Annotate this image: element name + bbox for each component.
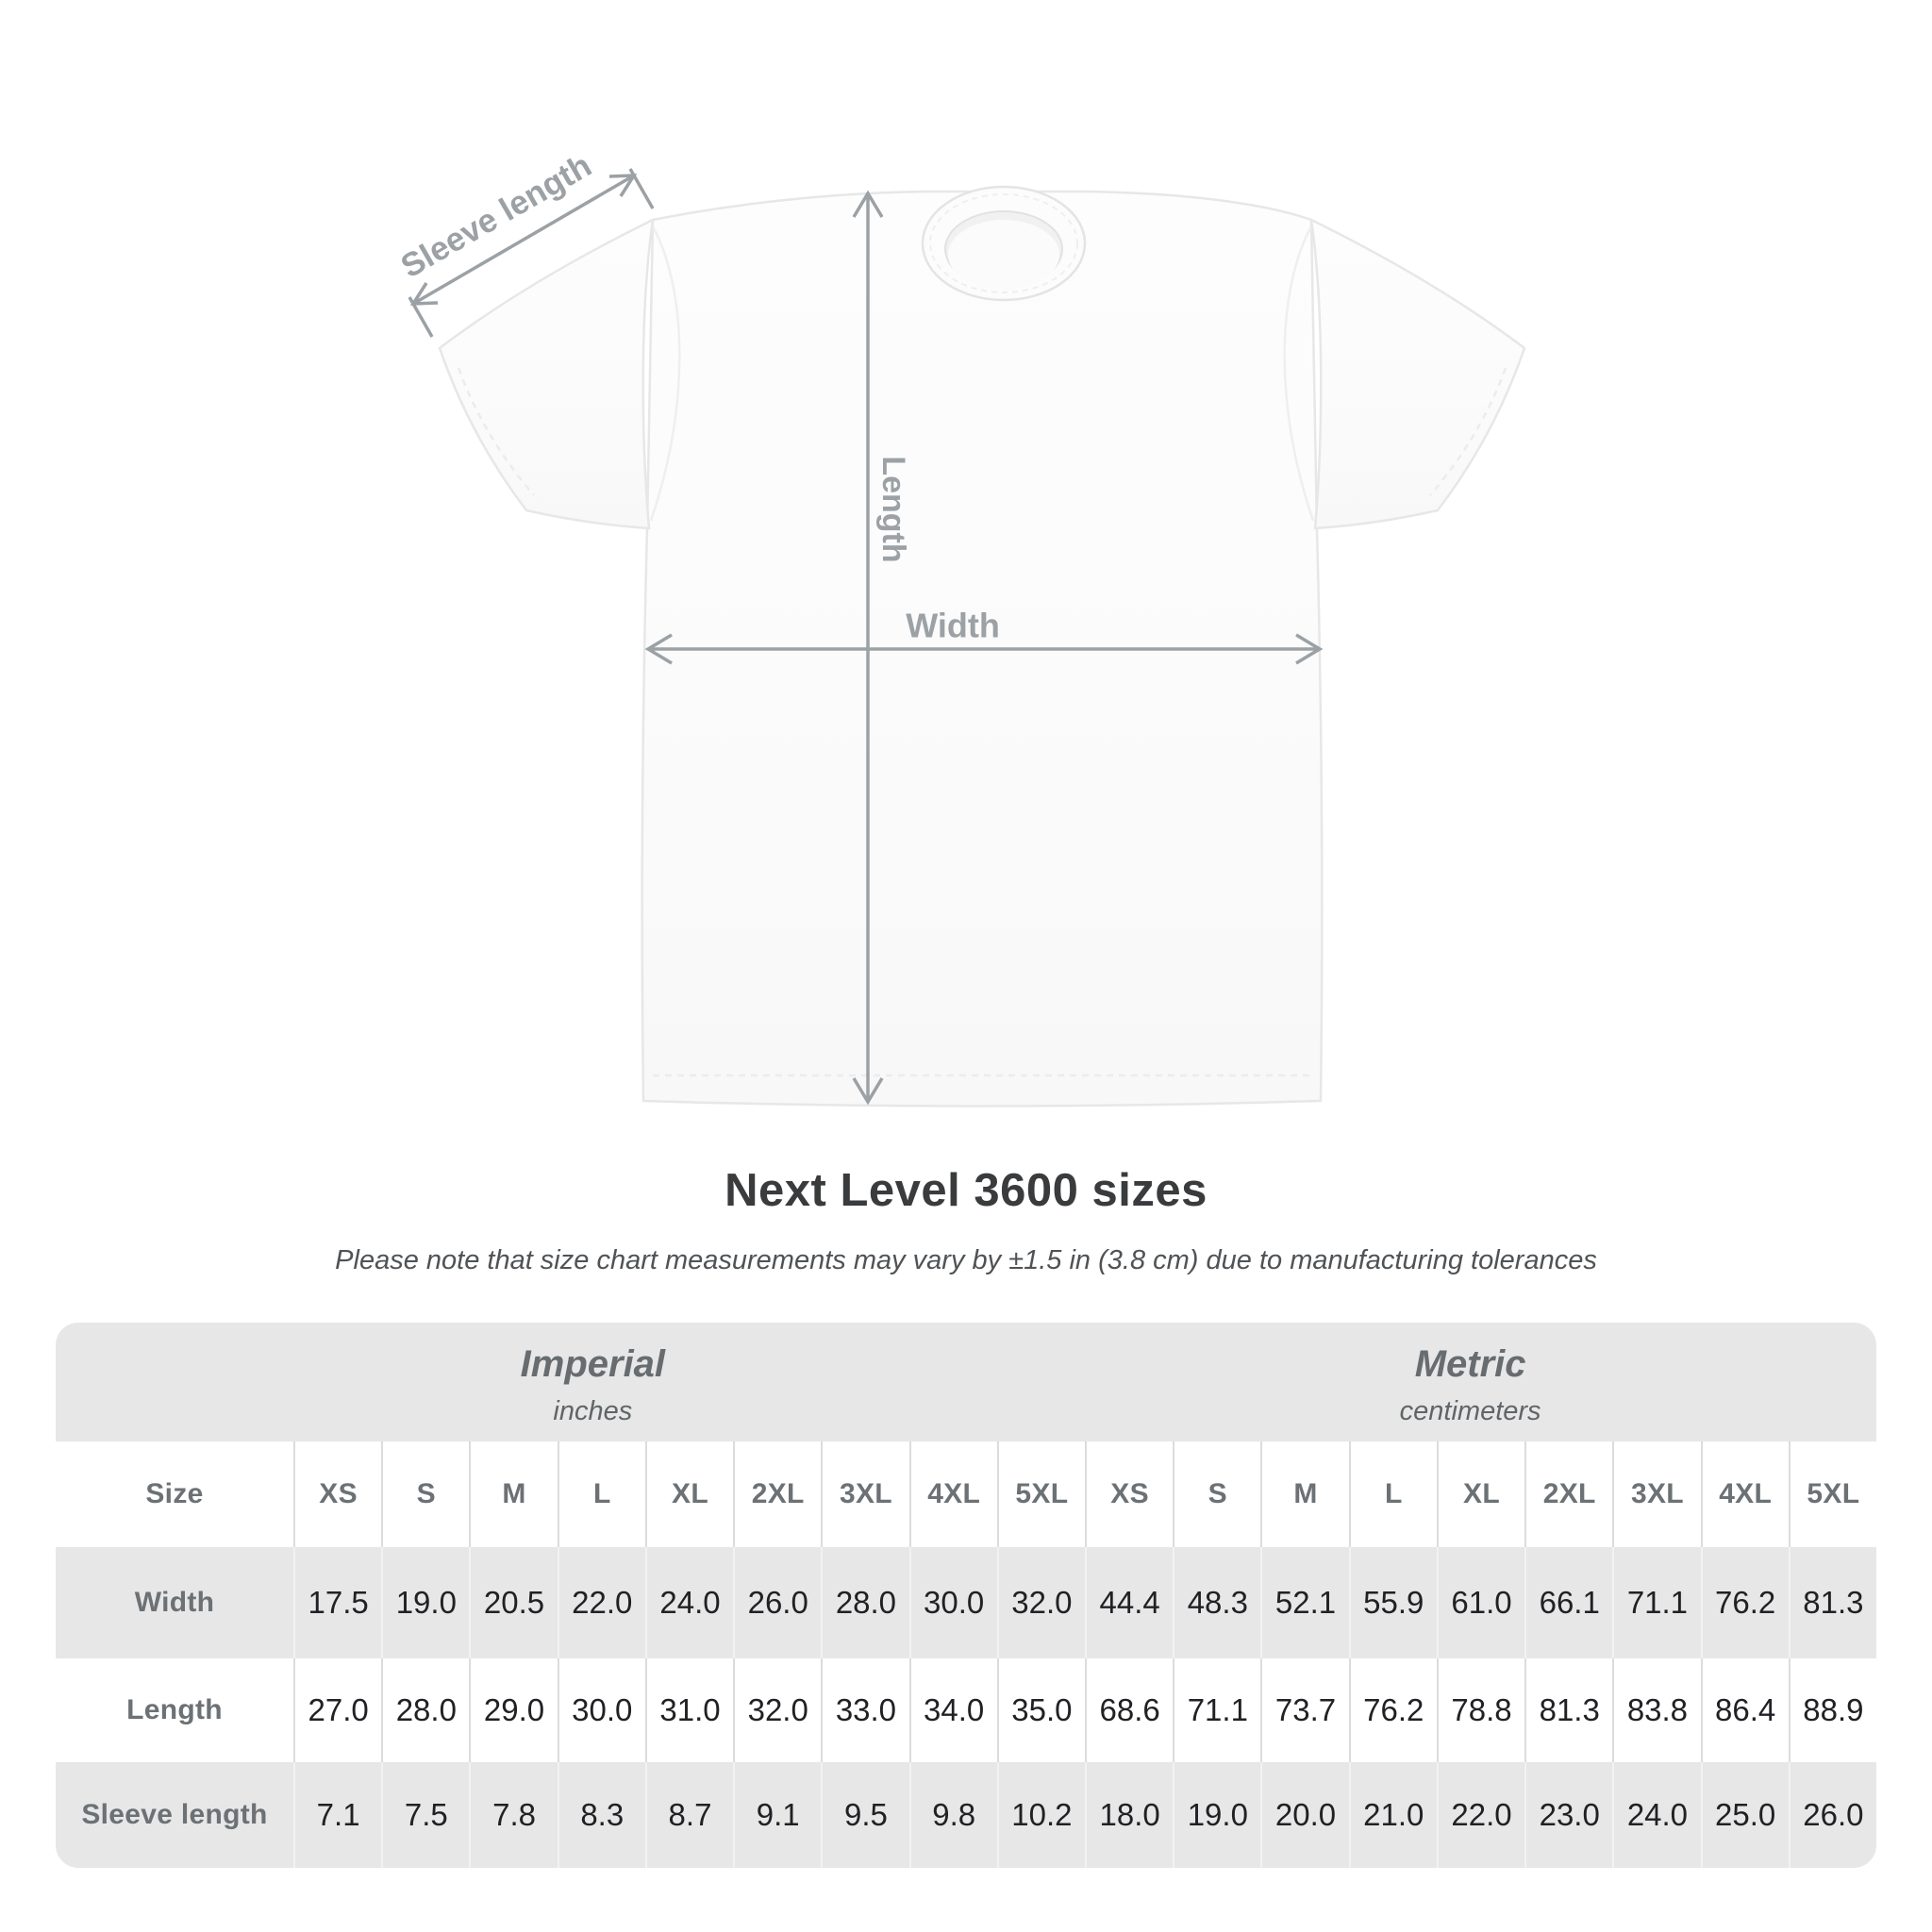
dimension-lines (408, 168, 1324, 1106)
table-cell: 20.0 (1260, 1762, 1348, 1868)
table-cell: 68.6 (1084, 1658, 1173, 1762)
table-cell: 24.0 (1612, 1762, 1700, 1868)
length-row: Length 27.0 28.0 29.0 30.0 31.0 32.0 33.… (56, 1658, 1876, 1762)
length-label: Length (875, 456, 911, 562)
table-cell: 9.1 (733, 1762, 821, 1868)
sleeve-length-arrow (408, 168, 655, 338)
unit-name: Metric (1414, 1343, 1526, 1385)
size-header: 5XL (996, 1441, 1085, 1547)
table-cell: 29.0 (469, 1658, 557, 1762)
row-label: Sleeve length (81, 1799, 268, 1830)
size-header: 3XL (821, 1441, 908, 1547)
size-header: 2XL (1524, 1441, 1612, 1547)
table-cell: 24.0 (644, 1547, 733, 1658)
table-cell: 35.0 (996, 1658, 1085, 1762)
table-cell: 19.0 (381, 1547, 469, 1658)
size-header: XS (293, 1441, 381, 1547)
table-cell: 25.0 (1700, 1762, 1789, 1868)
table-cell: 7.8 (469, 1762, 557, 1868)
table-cell: 7.5 (381, 1762, 469, 1868)
tshirt-diagram: Sleeve length Length Width (395, 147, 1526, 1108)
table-cell: 88.9 (1788, 1658, 1876, 1762)
table-cell: 44.4 (1084, 1547, 1173, 1658)
width-row: Width 17.5 19.0 20.5 22.0 24.0 26.0 28.0… (56, 1547, 1876, 1658)
table-cell: 23.0 (1524, 1762, 1612, 1868)
size-header: M (469, 1441, 557, 1547)
table-cell: 26.0 (1788, 1762, 1876, 1868)
length-arrow (852, 190, 884, 1106)
table-cell: 81.3 (1524, 1658, 1612, 1762)
tshirt-sleeves (438, 217, 1526, 530)
table-cell: 76.2 (1700, 1547, 1789, 1658)
table-cell: 28.0 (821, 1547, 908, 1658)
table-cell: 8.7 (644, 1762, 733, 1868)
table-cell: 83.8 (1612, 1658, 1700, 1762)
table-cell: 26.0 (733, 1547, 821, 1658)
table-cell: 76.2 (1348, 1658, 1437, 1762)
size-header-row: Size XS S M L XL 2XL 3XL 4XL 5XL XS S M … (56, 1441, 1876, 1547)
table-cell: 52.1 (1260, 1547, 1348, 1658)
unit-group-metric: Metric centimeters (1178, 1343, 1763, 1427)
table-cell: 32.0 (996, 1547, 1085, 1658)
row-label: Length (126, 1694, 223, 1725)
width-arrow (644, 633, 1324, 665)
size-header: L (1348, 1441, 1437, 1547)
unit-sublabel: inches (553, 1396, 633, 1426)
table-cell: 17.5 (293, 1547, 381, 1658)
table-cell: 86.4 (1700, 1658, 1789, 1762)
table-cell: 55.9 (1348, 1547, 1437, 1658)
size-header: S (1173, 1441, 1260, 1547)
table-cell: 21.0 (1348, 1762, 1437, 1868)
size-header: 5XL (1788, 1441, 1876, 1547)
table-cell: 20.5 (469, 1547, 557, 1658)
unit-group-imperial: Imperial inches (300, 1343, 885, 1427)
size-header: 4XL (1700, 1441, 1789, 1547)
table-cell: 9.8 (908, 1762, 997, 1868)
table-cell: 8.3 (557, 1762, 645, 1868)
table-cell: 28.0 (381, 1658, 469, 1762)
tolerance-note: Please note that size chart measurements… (335, 1245, 1597, 1275)
table-cell: 61.0 (1436, 1547, 1524, 1658)
size-header: 2XL (733, 1441, 821, 1547)
tshirt-collar (921, 185, 1087, 302)
width-label: Width (906, 607, 1000, 645)
table-cell: 18.0 (1084, 1762, 1173, 1868)
table-cell: 71.1 (1173, 1658, 1260, 1762)
table-cell: 7.1 (293, 1762, 381, 1868)
table-cell: 19.0 (1173, 1762, 1260, 1868)
row-label: Width (134, 1587, 215, 1618)
table-cell: 33.0 (821, 1658, 908, 1762)
table-cell: 22.0 (1436, 1762, 1524, 1868)
table-cell: 32.0 (733, 1658, 821, 1762)
table-cell: 30.0 (908, 1547, 997, 1658)
size-header: L (557, 1441, 645, 1547)
size-header: 3XL (1612, 1441, 1700, 1547)
size-header: XL (644, 1441, 733, 1547)
table-cell: 10.2 (996, 1762, 1085, 1868)
table-cell: 81.3 (1788, 1547, 1876, 1658)
size-header: 4XL (908, 1441, 997, 1547)
size-header: S (381, 1441, 469, 1547)
table-cell: 9.5 (821, 1762, 908, 1868)
table-cell: 34.0 (908, 1658, 997, 1762)
corner-label: Size (145, 1478, 204, 1509)
size-table: Imperial inches Metric centimeters Size … (56, 1323, 1876, 1868)
table-cell: 71.1 (1612, 1547, 1700, 1658)
size-header: XS (1084, 1441, 1173, 1547)
unit-name: Imperial (520, 1343, 666, 1385)
table-cell: 27.0 (293, 1658, 381, 1762)
table-cell: 66.1 (1524, 1547, 1612, 1658)
table-cell: 78.8 (1436, 1658, 1524, 1762)
size-header: XL (1436, 1441, 1524, 1547)
unit-sublabel: centimeters (1399, 1396, 1541, 1426)
table-cell: 48.3 (1173, 1547, 1260, 1658)
table-cell: 73.7 (1260, 1658, 1348, 1762)
sleeve-length-row: Sleeve length 7.1 7.5 7.8 8.3 8.7 9.1 9.… (56, 1762, 1876, 1868)
size-header: M (1260, 1441, 1348, 1547)
table-cell: 22.0 (557, 1547, 645, 1658)
unit-header-band: Imperial inches Metric centimeters (56, 1323, 1876, 1441)
table-cell: 30.0 (557, 1658, 645, 1762)
table-cell: 31.0 (644, 1658, 733, 1762)
page-title: Next Level 3600 sizes (724, 1165, 1208, 1216)
